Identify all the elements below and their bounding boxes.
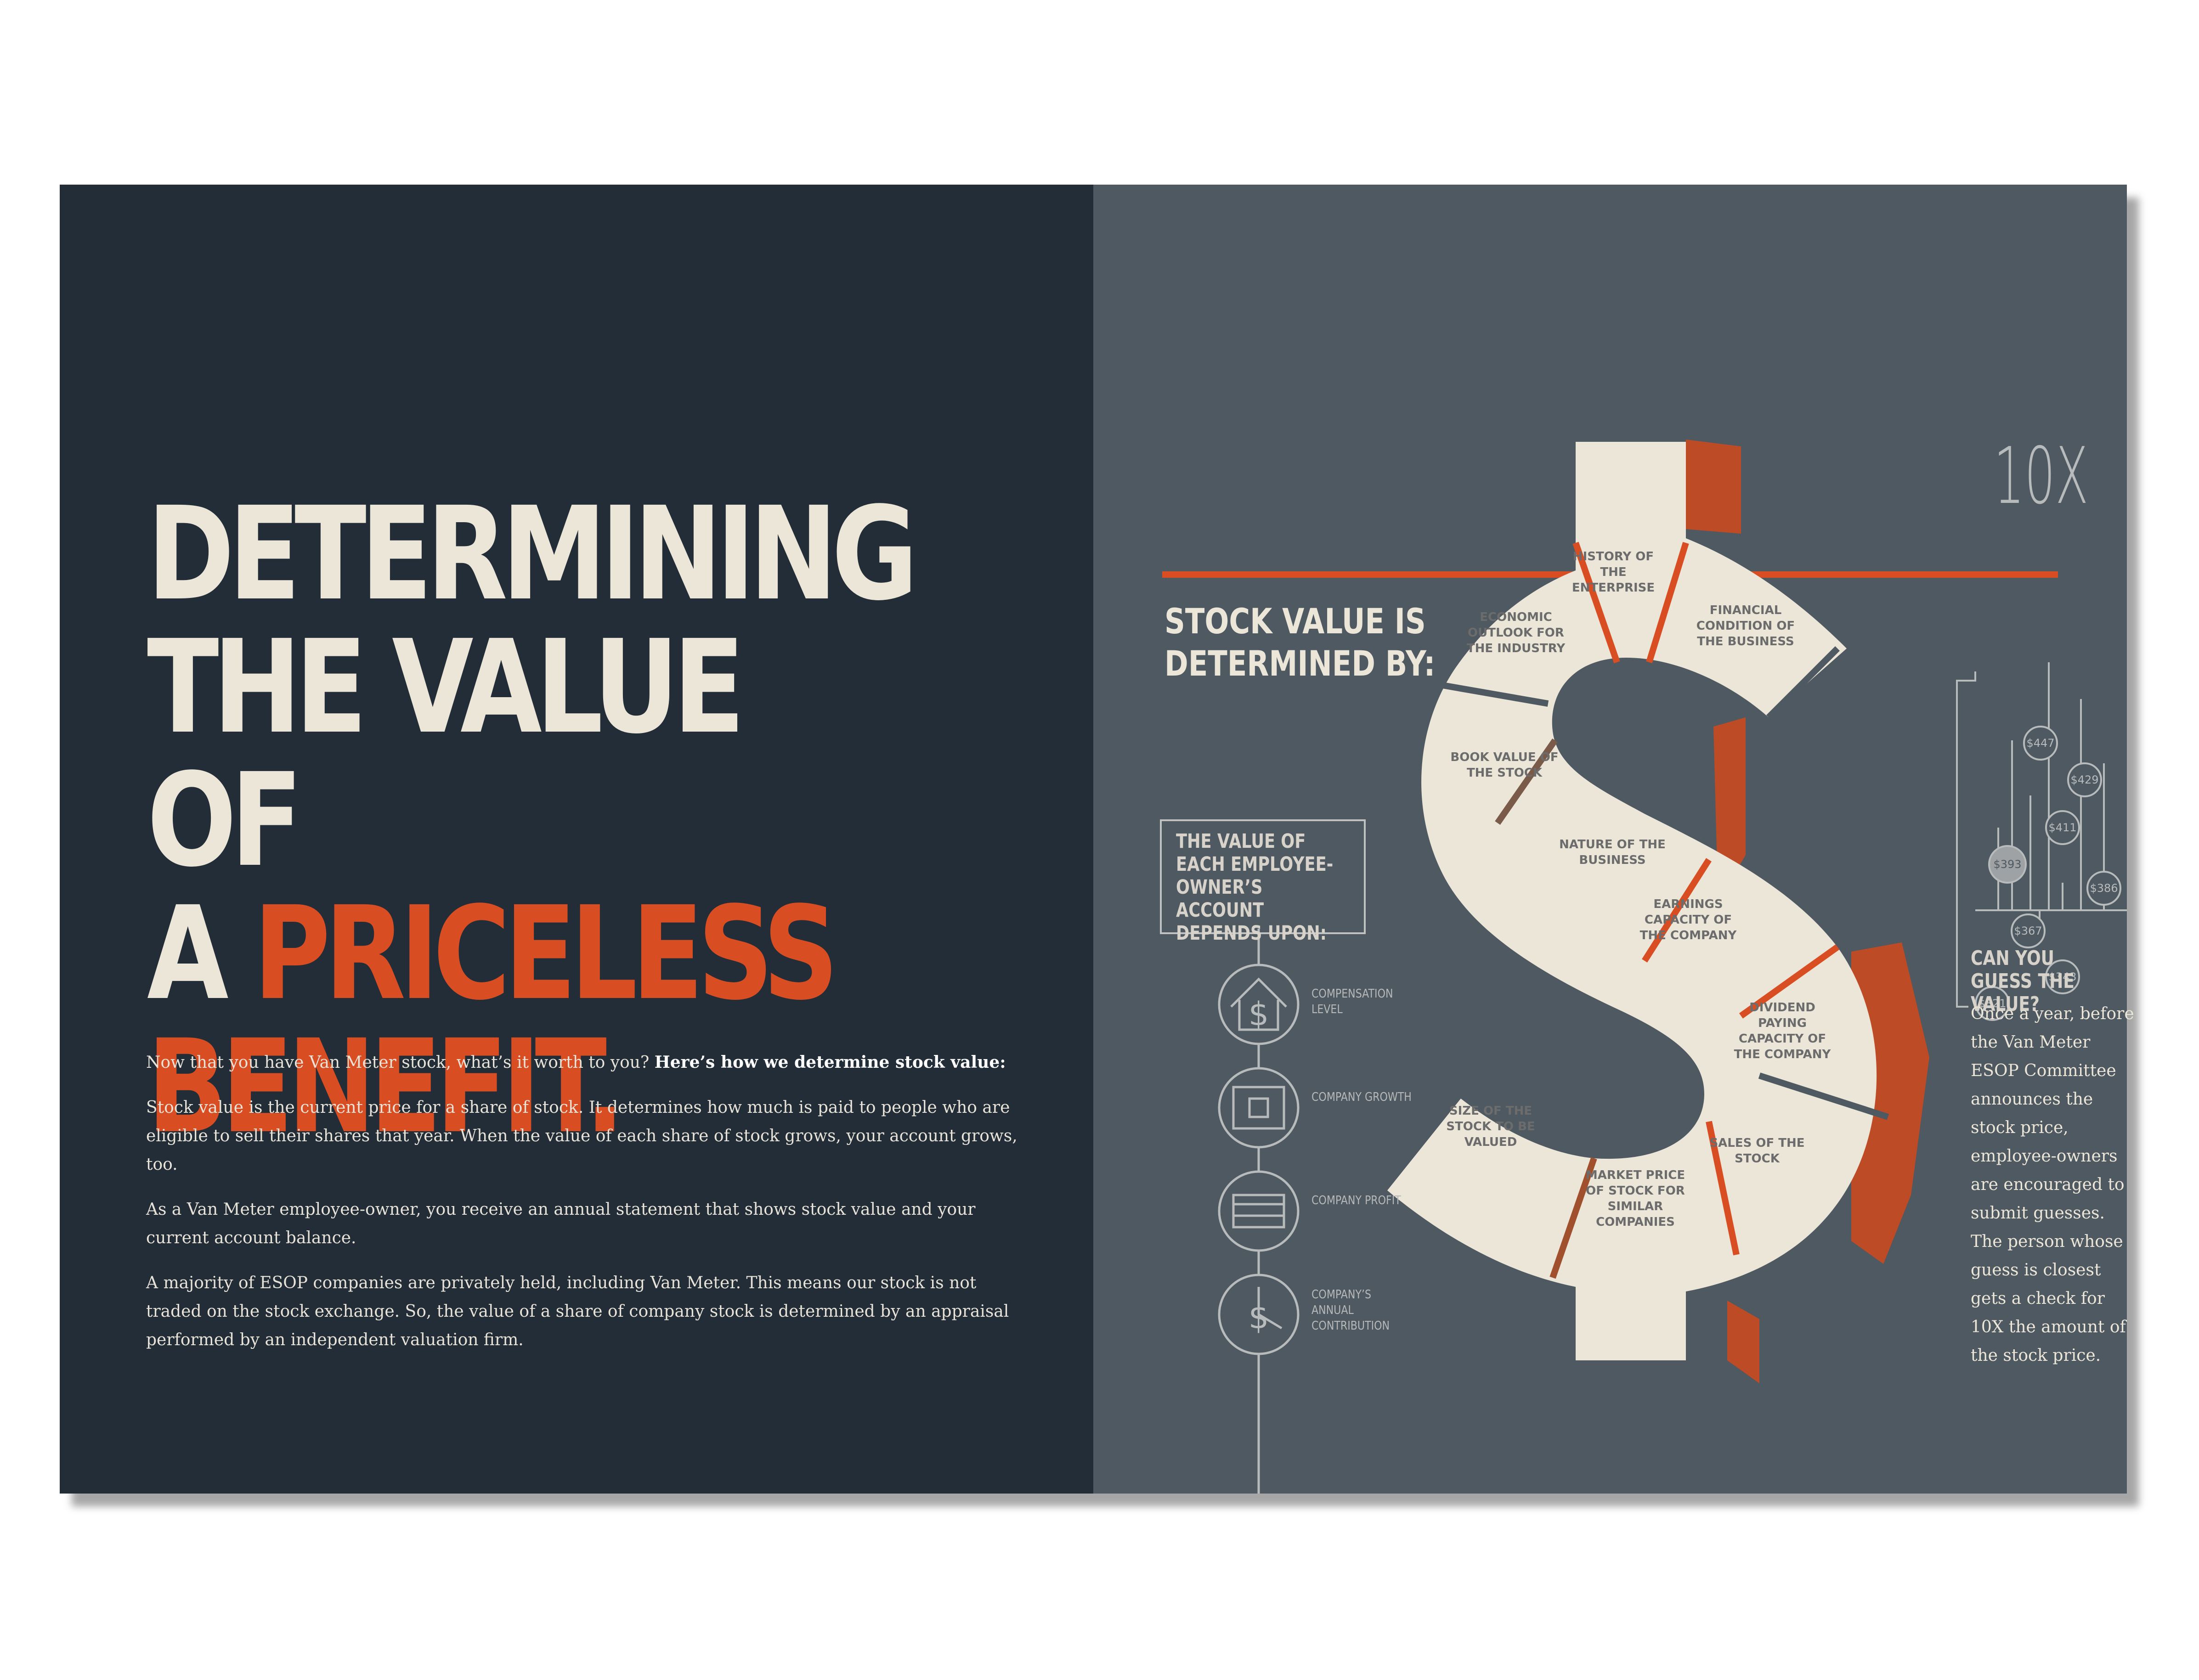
account-icons xyxy=(1218,929,1300,1494)
price-bubble xyxy=(1975,986,2010,1021)
price-bubble xyxy=(2086,871,2121,906)
dollar-glyph: $ xyxy=(1249,1298,1269,1336)
segment-financial: FINANCIAL CONDITION OF THE BUSINESS xyxy=(1696,603,1795,648)
segment-economic: ECONOMIC OUTLOOK FOR THE INDUSTRY xyxy=(1466,610,1566,655)
guess-body: Once a year, before the Van Meter ESOP C… xyxy=(1971,1004,2134,1365)
headline-line-3b: PRICELESS xyxy=(253,879,838,1029)
price-321: $321 xyxy=(1978,997,2006,1010)
segment-nature: NATURE OF THE BUSINESS xyxy=(1559,838,1666,867)
segment-history: HISTORY OF THE ENTERPRISE xyxy=(1572,550,1655,595)
intro-lead-bold: Here’s how we determine stock value: xyxy=(654,1053,1006,1072)
price-447: $447 xyxy=(2026,737,2054,750)
price-393: $393 xyxy=(1993,858,2021,871)
left-page: DETERMINING THE VALUE OF A PRICELESS BEN… xyxy=(60,185,1093,1494)
price-chart xyxy=(1956,662,2127,1008)
label-profit: COMPANY PROFIT xyxy=(1311,1194,1401,1207)
price-bubble xyxy=(2045,959,2080,994)
dollar-hole-bottom xyxy=(1599,1043,1700,1117)
price-circles xyxy=(1975,726,2121,1021)
price-343: $343 xyxy=(2048,970,2076,983)
account-box xyxy=(1160,819,1366,934)
price-386: $386 xyxy=(2090,882,2118,895)
label-growth: COMPANY GROWTH xyxy=(1311,1090,1412,1104)
account-title: THE VALUE OF EACH EMPLOYEE-OWNER’S ACCOU… xyxy=(1176,830,1334,945)
price-bubble xyxy=(2045,810,2080,845)
dollar-glyph: $ xyxy=(1249,995,1269,1033)
price-bubble xyxy=(1988,845,2027,884)
headline-line-4: BENEFIT. xyxy=(147,1012,625,1162)
body-copy: Now that you have Van Meter stock, what’… xyxy=(146,1048,1028,1371)
price-bubble xyxy=(2023,726,2058,761)
label-compensation: COMPENSATION LEVEL xyxy=(1311,987,1393,1016)
intro-lead: Now that you have Van Meter stock, what’… xyxy=(146,1053,650,1072)
segment-book-value: BOOK VALUE OF THE STOCK xyxy=(1450,750,1559,780)
segment-size: SIZE OF THE STOCK TO BE VALUED xyxy=(1446,1104,1535,1149)
segment-earnings: EARNINGS CAPACITY OF THE COMPANY xyxy=(1639,897,1737,942)
segment-dividers xyxy=(1442,541,1889,1279)
price-367: $367 xyxy=(2014,925,2042,937)
infographic-title: STOCK VALUE IS DETERMINED BY: xyxy=(1165,600,1466,685)
paragraph-2: As a Van Meter employee-owner, you recei… xyxy=(146,1200,976,1247)
price-411: $411 xyxy=(2048,821,2076,834)
label-contribution: COMPANY’S ANNUAL CONTRIBUTION xyxy=(1311,1288,1390,1333)
dollar-shape xyxy=(1387,442,1877,1360)
price-values: $447 $429 $411 $393 $386 $367 $343 $321 xyxy=(1978,737,2118,1010)
paragraph-3: A majority of ESOP companies are private… xyxy=(146,1274,1009,1349)
guess-title: CAN YOU GUESS THE VALUE? xyxy=(1971,947,2075,1016)
headline-line-3a: A xyxy=(147,879,229,1029)
paragraph-1: Stock value is the current price for a s… xyxy=(146,1098,1018,1174)
intro-paragraph: Now that you have Van Meter stock, what’… xyxy=(146,1048,1028,1077)
segment-dividend: DIVIDEND PAYING CAPACITY OF THE COMPANY xyxy=(1734,1001,1831,1061)
segment-sales: SALES OF THE STOCK xyxy=(1709,1136,1805,1166)
infographic-title-line-2: DETERMINED BY: xyxy=(1165,643,1436,684)
price-bubble xyxy=(2067,762,2102,797)
dollar-hole-top xyxy=(1585,690,1695,763)
brochure-spread: DETERMINING THE VALUE OF A PRICELESS BEN… xyxy=(60,185,2134,1494)
tenx-label: 10X xyxy=(1994,431,2089,522)
headline-line-2: THE VALUE OF xyxy=(147,613,745,896)
infographic-title-line-1: STOCK VALUE IS xyxy=(1165,601,1426,642)
building-icon xyxy=(1218,1067,1300,1149)
price-429: $429 xyxy=(2070,773,2098,786)
right-page: STOCK VALUE IS DETERMINED BY: xyxy=(1093,185,2134,1494)
dollar-sign-graphic: $447 $429 $411 $393 $386 $367 $343 $321 xyxy=(1218,440,2127,1494)
price-bubble xyxy=(2011,913,2046,948)
money-stack-icon xyxy=(1218,1170,1300,1252)
headline: DETERMINING THE VALUE OF A PRICELESS BEN… xyxy=(147,488,918,1154)
icon-dollar-glyphs: $ $ xyxy=(1249,995,1269,1336)
segment-market-price: MARKET PRICE OF STOCK FOR SIMILAR COMPAN… xyxy=(1585,1168,1685,1229)
headline-line-1: DETERMINING xyxy=(147,479,918,629)
